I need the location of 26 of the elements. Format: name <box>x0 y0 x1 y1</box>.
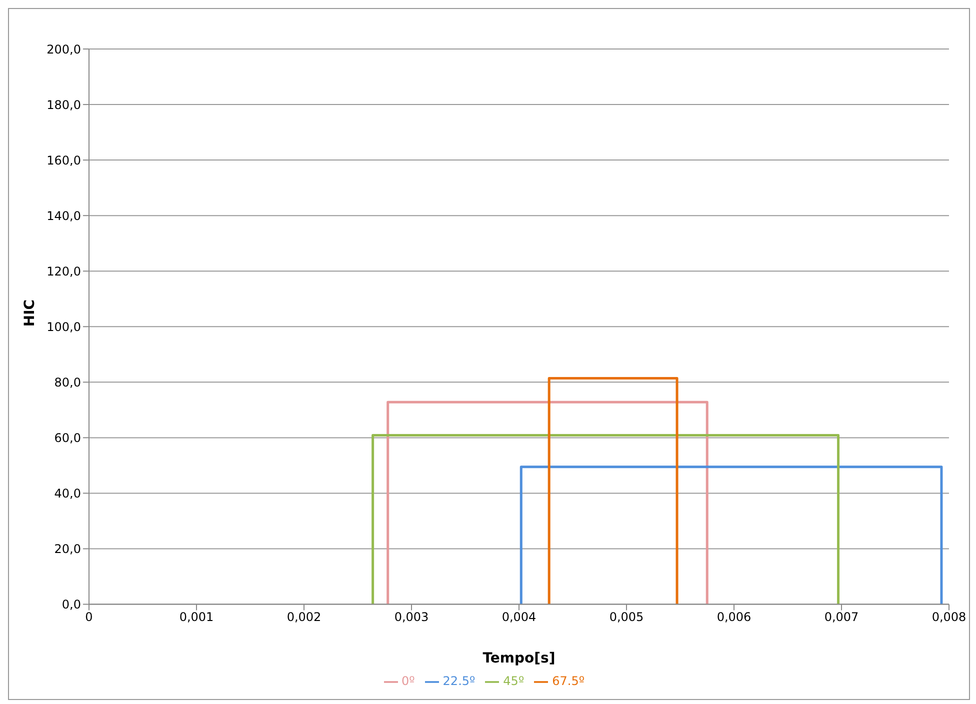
y-tick-label: 160,0 <box>46 153 81 168</box>
y-tick-label: 120,0 <box>46 264 81 278</box>
y-tick-label: 180,0 <box>46 98 81 112</box>
x-tick-label: 0,007 <box>824 610 859 624</box>
x-tick-label: 0,006 <box>716 610 752 624</box>
y-tick-label: 40,0 <box>54 486 81 500</box>
y-tick-label: 100,0 <box>46 320 81 334</box>
y-tick-label: 80,0 <box>54 375 81 390</box>
x-tick-label: 0,001 <box>179 610 214 624</box>
y-tick-label: 200,0 <box>46 42 81 56</box>
y-tick-label: 20,0 <box>54 542 81 556</box>
x-tick-label: 0,004 <box>502 610 536 624</box>
legend-label: 22.5º <box>442 674 476 688</box>
x-axis-title: Tempo[s] <box>482 650 556 666</box>
x-tick-label: 0,005 <box>609 610 644 624</box>
x-tick-label: 0,008 <box>932 610 966 624</box>
x-tick-label: 0,002 <box>286 610 322 624</box>
y-axis-title: HIC <box>22 299 38 327</box>
legend-label: 45º <box>503 674 524 688</box>
x-tick-label: 0 <box>85 610 93 624</box>
y-tick-label: 60,0 <box>54 430 81 445</box>
x-tick-label: 0,003 <box>394 610 429 624</box>
y-tick-label: 0,0 <box>62 598 81 612</box>
y-tick-label: 140,0 <box>46 208 81 223</box>
legend-label: 0º <box>402 674 415 688</box>
legend-label: 67.5º <box>552 674 584 688</box>
